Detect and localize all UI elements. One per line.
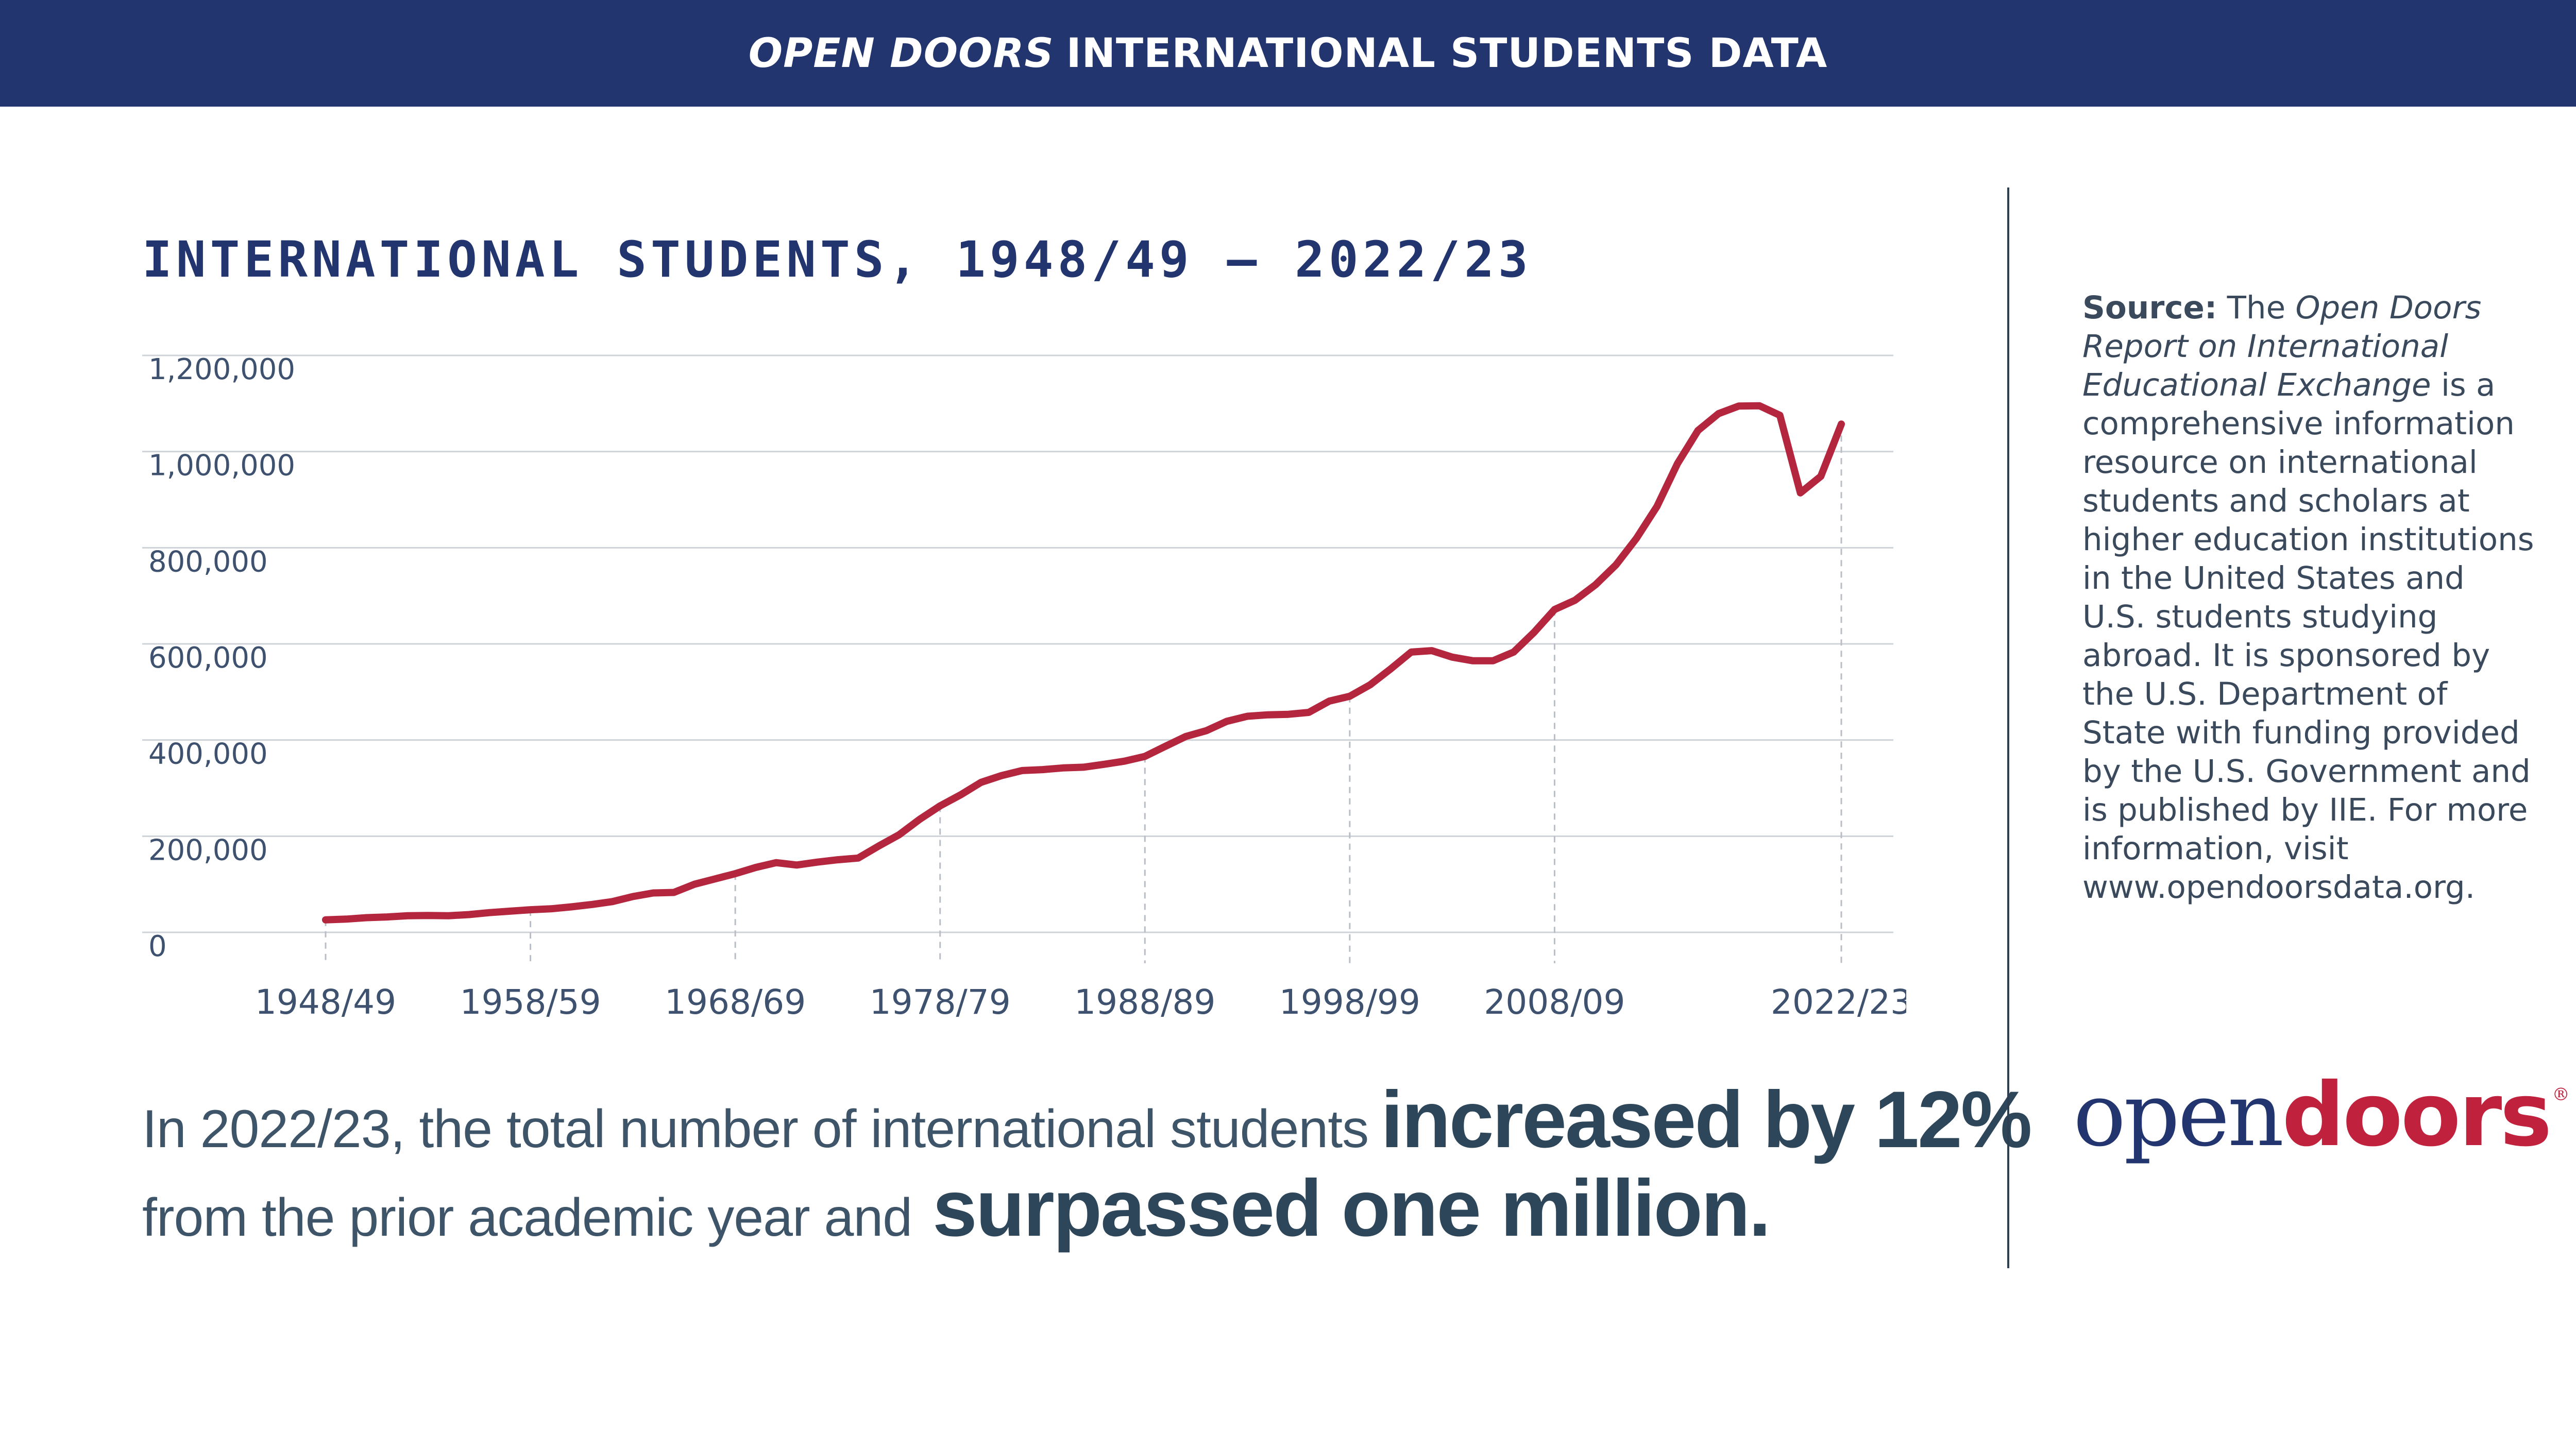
- series-line: [322, 402, 1845, 924]
- y-tick-label: 800,000: [148, 545, 268, 578]
- y-tick-label: 0: [148, 930, 167, 963]
- source-label: Source:: [2082, 289, 2217, 326]
- banner-title: INTERNATIONAL STUDENTS DATA: [1066, 30, 1828, 77]
- logo-open: open: [2073, 1064, 2284, 1166]
- source-pre: The: [2227, 289, 2286, 326]
- x-tick-label: 1978/79: [870, 982, 1011, 1022]
- source-body: is a comprehensive information resource …: [2082, 367, 2534, 906]
- y-tick-label: 600,000: [148, 641, 268, 675]
- tick-guides: [325, 424, 1842, 963]
- x-tick-label: 2022/23: [1771, 982, 1906, 1022]
- headline-line1-text: In 2022/23, the total number of internat…: [142, 1099, 1369, 1159]
- gridlines: [142, 354, 1893, 933]
- x-tick-label: 1998/99: [1279, 982, 1420, 1022]
- x-axis-labels: 1948/49 1958/59 1968/69 1978/79 1988/89 1998/…: [255, 982, 1906, 1022]
- line-chart: 0 200,000 400,000 600,000 800,000 1,000,000 1,…: [142, 353, 1906, 1022]
- opendoors-logo: opendoors ®: [2073, 1056, 2570, 1174]
- headline-line1-highlight: increased by 12%: [1381, 1075, 2032, 1165]
- x-tick-label: 1958/59: [460, 982, 601, 1022]
- banner-open-doors: OPEN DOORS: [748, 30, 1054, 77]
- headline-line2-highlight: surpassed one million.: [933, 1164, 1771, 1253]
- headline-line2-text: from the prior academic year and: [142, 1188, 912, 1248]
- source-report-title: Open Doors Report on International Educa…: [2082, 289, 2482, 403]
- x-tick-label: 1968/69: [665, 982, 806, 1022]
- y-tick-label: 200,000: [148, 833, 268, 867]
- x-tick-label: 1988/89: [1074, 982, 1215, 1022]
- series: [322, 402, 1845, 924]
- headline-line-2: from the prior academic year and surpass…: [142, 1163, 1997, 1253]
- vertical-divider: [2007, 187, 2009, 1268]
- y-axis-labels: 0 200,000 400,000 600,000 800,000 1,000,000 1,…: [148, 353, 295, 963]
- source-note: Source: The Open Doors Report on Interna…: [2082, 288, 2536, 907]
- y-tick-label: 400,000: [148, 738, 268, 771]
- y-tick-label: 1,200,000: [148, 353, 295, 386]
- headline: In 2022/23, the total number of internat…: [142, 1074, 2032, 1253]
- logo-doors: doors: [2282, 1064, 2552, 1166]
- x-tick-label: 2008/09: [1484, 982, 1625, 1022]
- x-tick-label: 1948/49: [255, 982, 396, 1022]
- chart-title: INTERNATIONAL STUDENTS, 1948/49 – 2022/2…: [142, 231, 1532, 288]
- logo-registered-mark: ®: [2552, 1084, 2570, 1105]
- header-banner: OPEN DOORS INTERNATIONAL STUDENTS DATA: [0, 0, 2576, 107]
- headline-line-1: In 2022/23, the total number of internat…: [142, 1074, 2032, 1165]
- y-tick-label: 1,000,000: [148, 449, 295, 483]
